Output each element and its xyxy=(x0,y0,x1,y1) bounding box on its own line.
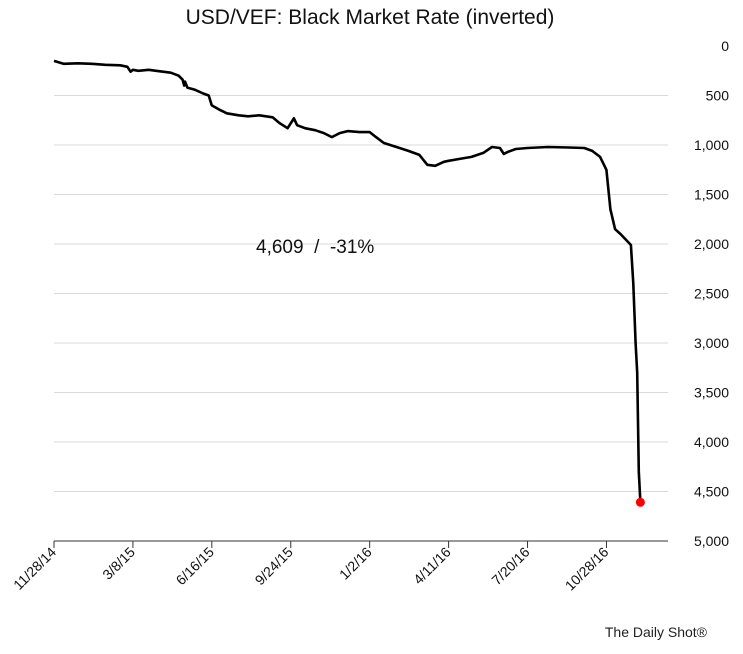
x-tick-label: 6/16/15 xyxy=(173,544,217,588)
y-tick-label: 1,500 xyxy=(694,187,729,203)
grid xyxy=(54,95,668,492)
x-tick-label: 3/8/15 xyxy=(99,544,138,583)
x-axis: 11/28/14 3/8/15 6/16/15 9/24/15 1/2/16 4/11/1… xyxy=(10,540,668,594)
y-tick-label: 1,000 xyxy=(694,137,729,153)
x-tick-label: 10/28/16 xyxy=(562,544,612,594)
y-tick-label: 2,500 xyxy=(694,286,729,302)
x-tick-label: 11/28/14 xyxy=(10,544,59,593)
y-tick-label: 4,500 xyxy=(694,484,729,500)
y-tick-label: 3,500 xyxy=(694,385,729,401)
series-line xyxy=(53,59,642,503)
x-tick-label: 1/2/16 xyxy=(336,544,375,583)
chart-annotation: 4,609 / -31% xyxy=(256,237,374,258)
y-tick-label: 2,000 xyxy=(694,236,729,252)
x-tick-label: 7/20/16 xyxy=(488,544,532,588)
y-tick-label: 4,000 xyxy=(694,434,729,450)
chart-title: USD/VEF: Black Market Rate (inverted) xyxy=(186,6,555,29)
series xyxy=(53,59,645,507)
x-tick-label: 9/24/15 xyxy=(252,544,296,588)
last-value-marker xyxy=(635,497,645,507)
credit: The Daily Shot® xyxy=(604,624,707,640)
y-tick-label: 500 xyxy=(706,88,730,104)
y-axis-ticks: 0 500 1,000 1,500 2,000 2,500 3,000 3,500 4,000 4… xyxy=(694,38,729,549)
y-tick-label: 0 xyxy=(721,38,729,54)
x-tick-label: 4/11/16 xyxy=(410,544,454,588)
y-tick-label: 3,000 xyxy=(694,335,729,351)
y-tick-label: 5,000 xyxy=(694,533,729,549)
